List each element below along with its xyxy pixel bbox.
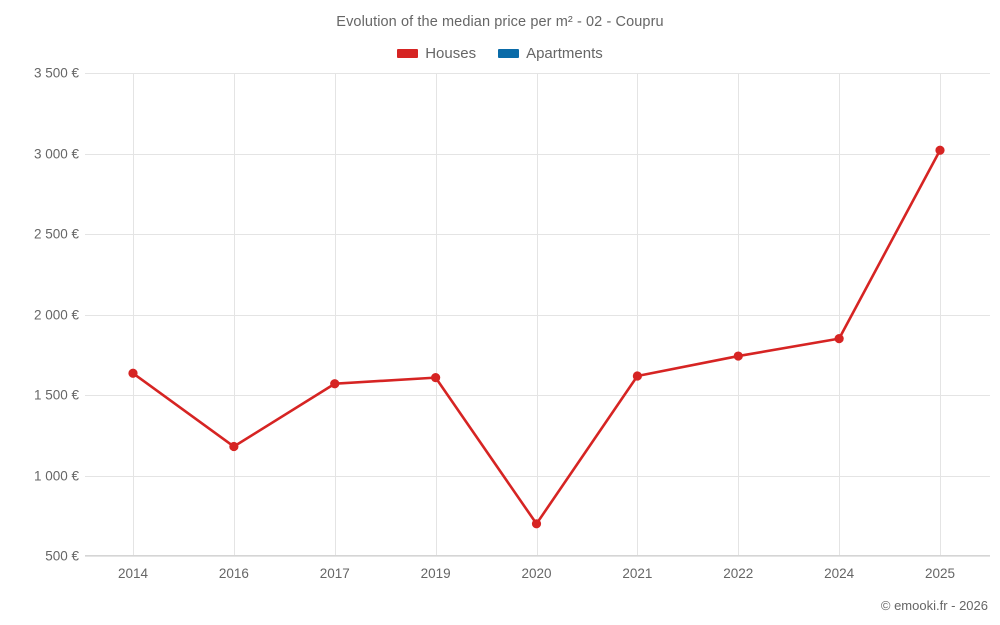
x-axis-tick-label: 2014 bbox=[117, 566, 149, 581]
data-point-marker[interactable] bbox=[935, 145, 945, 155]
y-axis-tick-label: 1 000 € bbox=[33, 468, 79, 483]
x-axis-tick-label: 2022 bbox=[723, 566, 754, 581]
legend-swatch-houses bbox=[397, 49, 419, 58]
x-axis-tick-label: 2021 bbox=[622, 566, 653, 581]
gridline-horizontal bbox=[85, 73, 990, 74]
series-lines bbox=[128, 145, 945, 529]
y-axis-tick-label: 500 € bbox=[45, 548, 79, 564]
legend-item-houses[interactable]: Houses bbox=[397, 45, 476, 62]
legend-label-houses: Houses bbox=[425, 45, 477, 62]
gridline-vertical bbox=[637, 73, 639, 556]
gridline-horizontal bbox=[85, 314, 990, 316]
gridline-horizontal bbox=[85, 475, 990, 477]
chart-legend: Houses Apartments bbox=[0, 45, 1000, 62]
x-axis-line bbox=[85, 555, 990, 556]
gridline-vertical bbox=[334, 73, 336, 556]
data-point-marker[interactable] bbox=[632, 371, 642, 381]
data-point-marker[interactable] bbox=[330, 379, 340, 389]
data-point-marker[interactable] bbox=[834, 334, 844, 344]
y-axis-tick-label: 3 000 € bbox=[33, 146, 79, 161]
chart-title: Evolution of the median price per m² - 0… bbox=[336, 14, 664, 30]
data-point-marker[interactable] bbox=[431, 373, 441, 383]
gridline-vertical bbox=[839, 73, 841, 556]
data-point-marker[interactable] bbox=[229, 441, 239, 452]
plot-area bbox=[85, 73, 990, 557]
data-point-marker[interactable] bbox=[531, 519, 542, 529]
x-axis-tick-label: 2024 bbox=[824, 566, 855, 581]
y-axis-tick-label: 2 000 € bbox=[33, 307, 79, 322]
gridline-vertical bbox=[233, 73, 235, 556]
x-axis-tick-label: 2020 bbox=[521, 566, 552, 581]
y-axis-tick-label: 2 500 € bbox=[33, 226, 79, 242]
footer-credit: © emooki.fr - 2026 bbox=[880, 598, 988, 613]
gridline-horizontal bbox=[85, 556, 990, 557]
gridline-horizontal bbox=[85, 234, 990, 235]
legend-item-apartments[interactable]: Apartments bbox=[498, 45, 603, 62]
x-axis-tick-label: 2016 bbox=[218, 566, 249, 581]
data-point-marker[interactable] bbox=[733, 351, 743, 361]
x-axis-tick-label: 2025 bbox=[924, 566, 956, 581]
gridline-vertical bbox=[940, 73, 941, 556]
y-axis-tick-label: 1 500 € bbox=[33, 387, 79, 403]
gridline-vertical bbox=[536, 73, 538, 556]
gridline-horizontal bbox=[85, 395, 990, 396]
gridline-horizontal bbox=[85, 153, 990, 155]
x-axis-tick-label: 2019 bbox=[420, 566, 451, 581]
legend-swatch-apartments bbox=[498, 49, 520, 58]
legend-label-apartments: Apartments bbox=[526, 45, 603, 62]
x-axis-tick-label: 2017 bbox=[319, 566, 350, 581]
data-point-marker[interactable] bbox=[128, 368, 138, 378]
gridline-vertical bbox=[738, 73, 740, 556]
gridline-vertical bbox=[133, 73, 134, 556]
y-axis-tick-label: 3 500 € bbox=[33, 65, 79, 81]
series-line-houses bbox=[131, 148, 942, 526]
gridline-vertical bbox=[435, 73, 437, 556]
